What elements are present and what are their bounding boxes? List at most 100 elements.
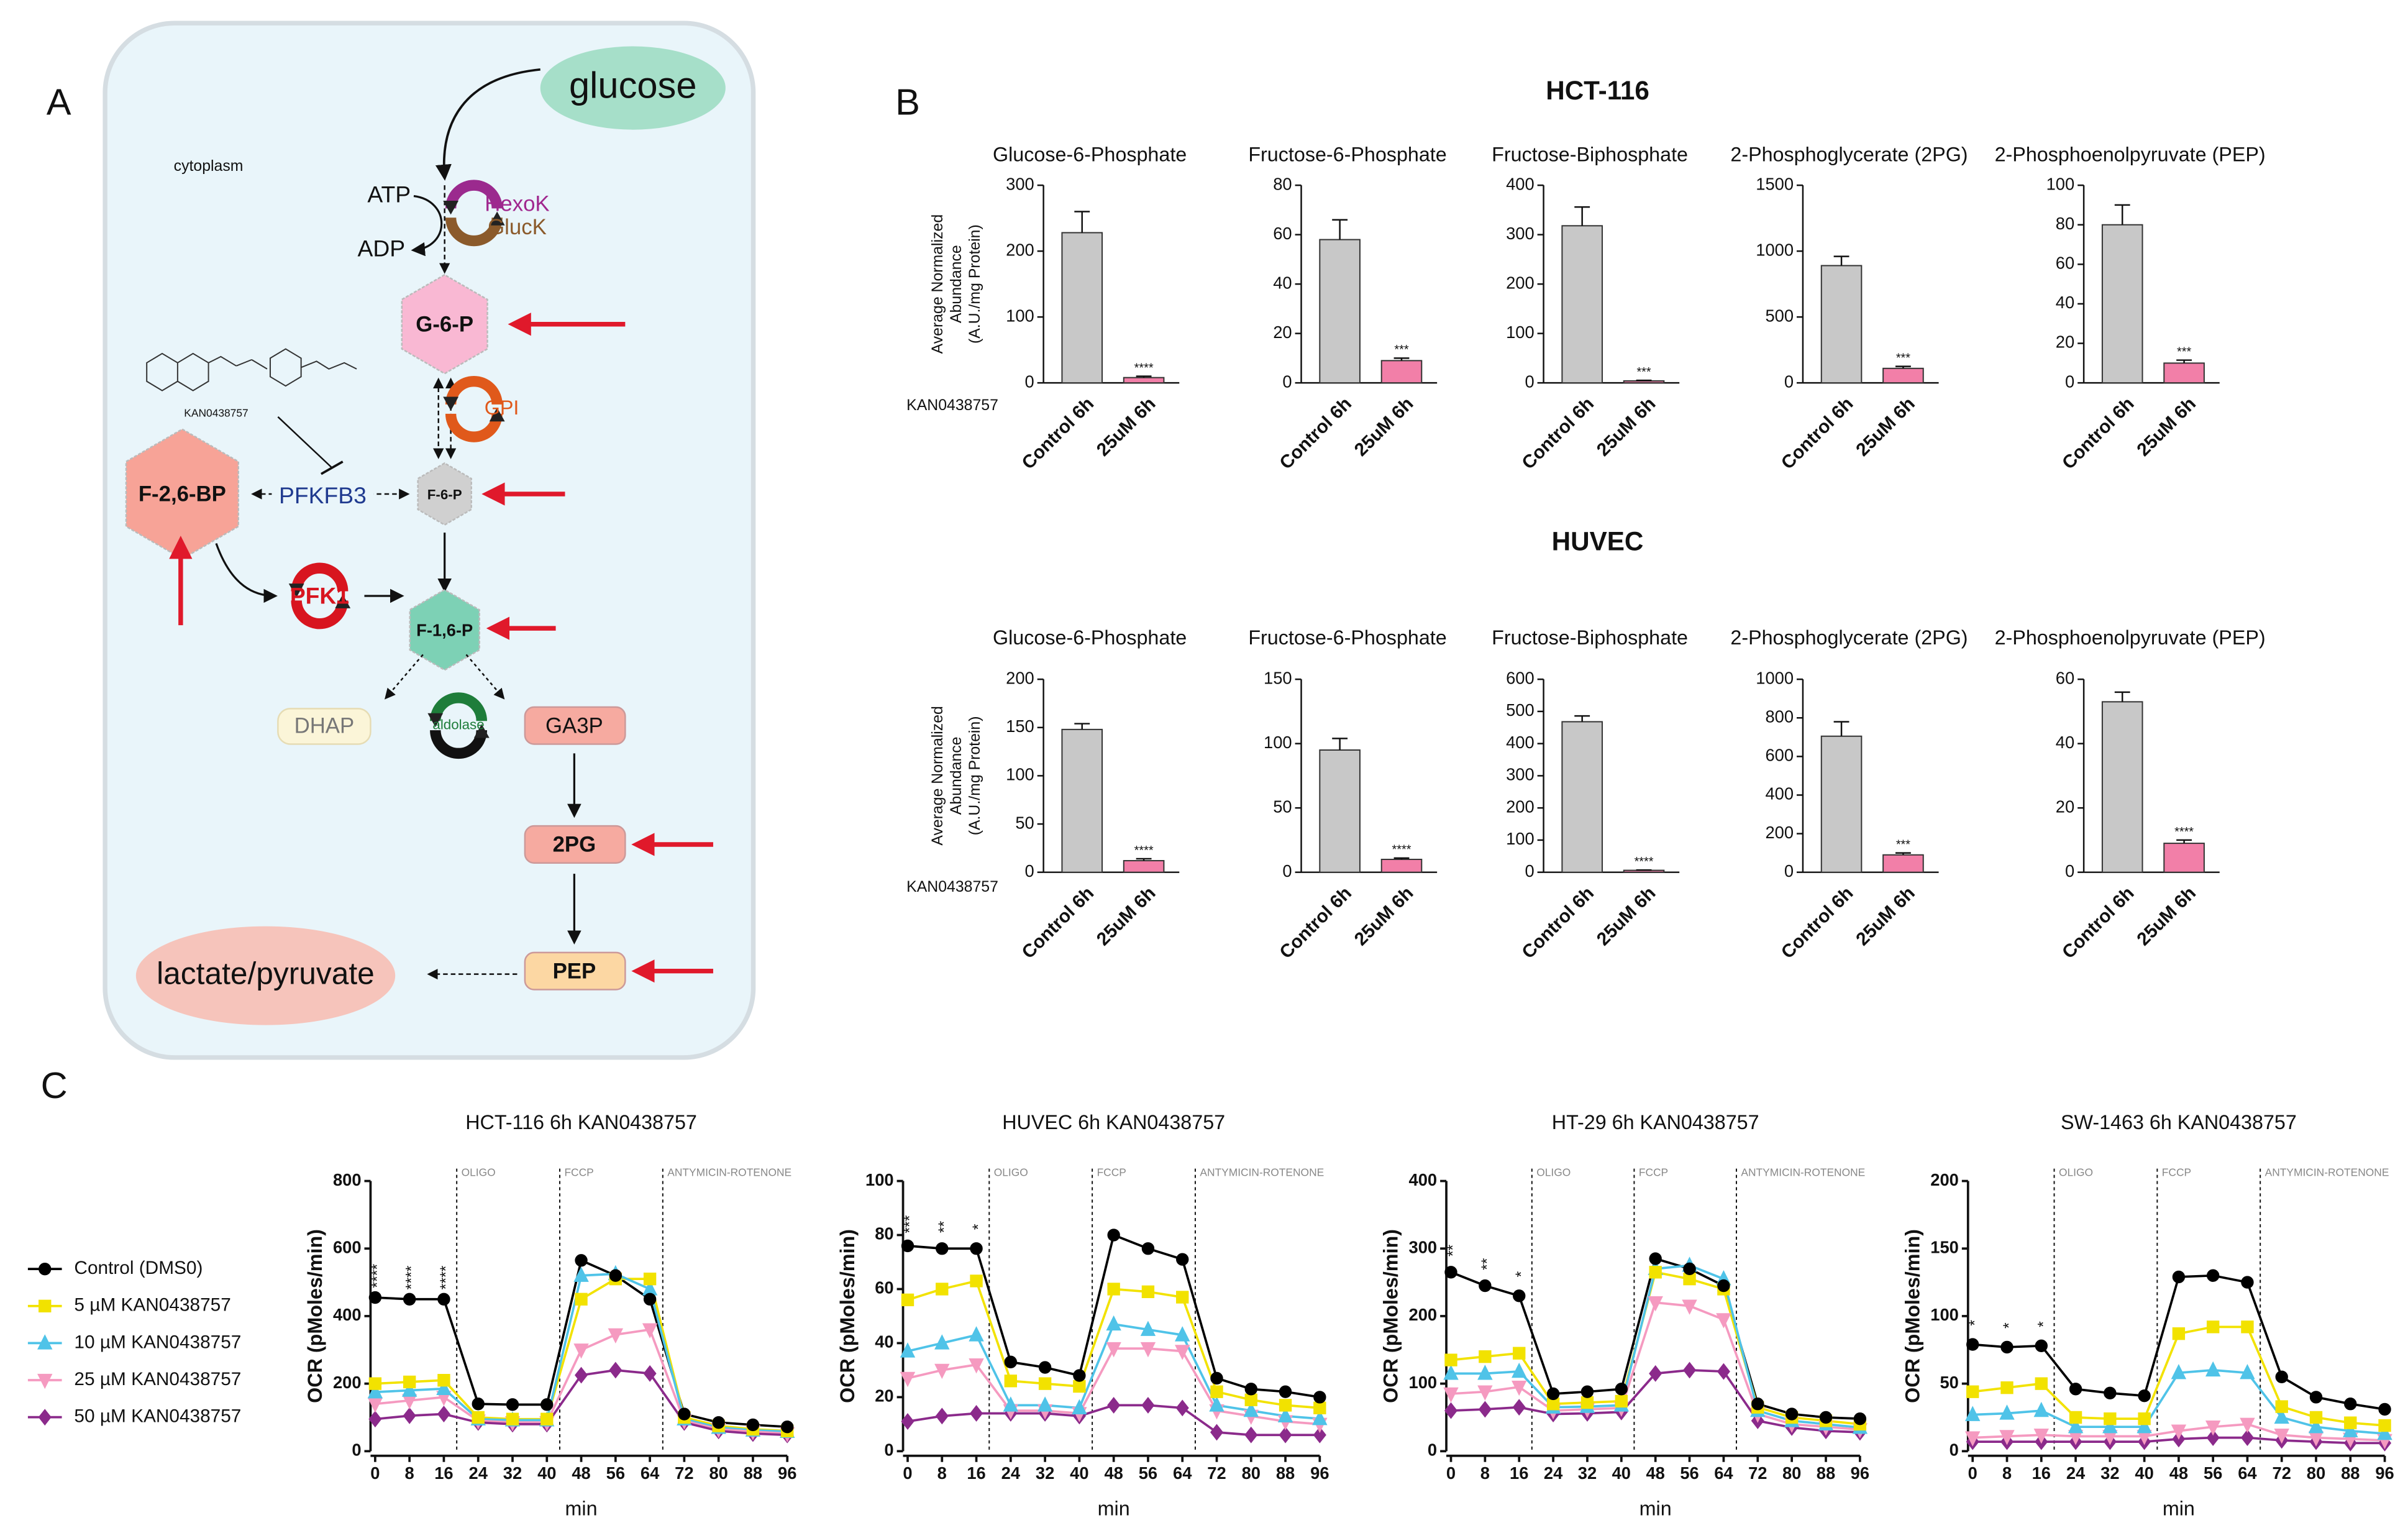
y-tick-label: 0 bbox=[2065, 861, 2074, 881]
marker bbox=[1210, 1385, 1223, 1398]
significance: ** bbox=[936, 1220, 953, 1233]
y-tick-label: 300 bbox=[1409, 1237, 1438, 1256]
y-tick-label: 0 bbox=[1428, 1440, 1437, 1460]
x-tick-label: 0 bbox=[1446, 1463, 1456, 1483]
x-tick-label: 88 bbox=[2341, 1463, 2360, 1483]
marker bbox=[1141, 1242, 1155, 1255]
pep-node bbox=[524, 951, 626, 991]
pfk1-label: PFK1 bbox=[290, 582, 349, 608]
panel-label: B bbox=[895, 81, 920, 123]
chart-title: HUVEC 6h KAN0438757 bbox=[1002, 1111, 1225, 1133]
marker bbox=[900, 1342, 916, 1358]
marker bbox=[2035, 1339, 2048, 1352]
y-tick-label: 0 bbox=[352, 1440, 361, 1460]
y-tick-label: 0 bbox=[1784, 372, 1794, 391]
marker bbox=[643, 1272, 657, 1286]
chart-title: HCT-116 6h KAN0438757 bbox=[465, 1111, 697, 1133]
bar bbox=[1061, 728, 1103, 873]
bar bbox=[2163, 362, 2205, 384]
marker bbox=[1478, 1401, 1492, 1418]
y-tick-label: 0 bbox=[1784, 861, 1794, 881]
chart-title: Fructose-Biphosphate bbox=[1492, 143, 1688, 165]
marker bbox=[1477, 1385, 1493, 1401]
series-line bbox=[1972, 1369, 2385, 1435]
marker bbox=[900, 1371, 916, 1388]
x-tick-label: 80 bbox=[709, 1463, 727, 1483]
row-title: HCT-116 bbox=[1546, 76, 1649, 105]
y-tick-label: 0 bbox=[2065, 372, 2074, 391]
marker bbox=[2000, 1381, 2014, 1394]
y-tick-label: 500 bbox=[1765, 306, 1794, 325]
marker bbox=[1003, 1396, 1019, 1412]
marker bbox=[368, 1291, 382, 1304]
y-tick-label: 200 bbox=[1006, 668, 1034, 687]
marker bbox=[1244, 1383, 1257, 1396]
panel-label: C bbox=[41, 1064, 68, 1106]
marker bbox=[1073, 1369, 1086, 1382]
x-tick-label: 48 bbox=[1646, 1463, 1664, 1483]
marker bbox=[2344, 1416, 2357, 1429]
x-tick-label: 25uM 6h bbox=[1593, 393, 1660, 460]
y-axis-label: OCR (pMoles/min) bbox=[304, 1229, 326, 1403]
x-tick-label: Control 6h bbox=[1518, 883, 1598, 963]
y-tick-label: 0 bbox=[1025, 372, 1034, 391]
marker bbox=[1175, 1399, 1189, 1417]
bar bbox=[1561, 225, 1603, 384]
marker bbox=[1965, 1431, 1981, 1447]
significance: * bbox=[970, 1224, 987, 1230]
event-label: ANTYMICIN-ROTENONE bbox=[1741, 1166, 1865, 1179]
enzyme-icon bbox=[427, 713, 490, 738]
x-tick-label: 25uM 6h bbox=[1852, 393, 1919, 460]
marker bbox=[1580, 1385, 1594, 1398]
atp-label: ATP bbox=[367, 181, 411, 207]
x-tick-label: 0 bbox=[903, 1463, 912, 1483]
lactate-node bbox=[135, 926, 396, 1025]
marker bbox=[970, 1242, 983, 1255]
marker bbox=[1176, 1291, 1189, 1304]
marker bbox=[901, 1293, 914, 1307]
x-tick-label: Control 6h bbox=[1777, 883, 1858, 963]
adp-label: ADP bbox=[358, 235, 406, 261]
legend-label: 50 µM KAN0438757 bbox=[74, 1406, 241, 1427]
pep-label: PEP bbox=[553, 959, 596, 983]
x-tick-label: 25uM 6h bbox=[1852, 883, 1919, 950]
marker bbox=[1175, 1326, 1190, 1342]
x-tick-label: 40 bbox=[1070, 1463, 1088, 1483]
event-label: FCCP bbox=[1639, 1166, 1668, 1179]
chemical-structure bbox=[146, 348, 357, 391]
x-tick-label: 56 bbox=[1139, 1463, 1157, 1483]
x-tick-label: 32 bbox=[1036, 1463, 1054, 1483]
marker bbox=[1073, 1380, 1086, 1393]
significance: *** bbox=[1896, 838, 1910, 851]
x-tick-label: 80 bbox=[2307, 1463, 2325, 1483]
x-tick-label: 8 bbox=[1480, 1463, 1490, 1483]
marker bbox=[1479, 1350, 1492, 1363]
x-tick-label: 25uM 6h bbox=[2133, 393, 2200, 460]
marker bbox=[2275, 1400, 2288, 1413]
marker bbox=[2069, 1383, 2082, 1396]
y-axis-label: OCR (pMoles/min) bbox=[1380, 1229, 1402, 1403]
marker bbox=[2033, 1429, 2049, 1444]
y-tick-label: 200 bbox=[333, 1373, 362, 1392]
x-tick-label: 32 bbox=[1578, 1463, 1597, 1483]
marker bbox=[2172, 1327, 2186, 1340]
marker bbox=[2241, 1276, 2254, 1289]
marker bbox=[1443, 1387, 1459, 1403]
x-tick-label: Control 6h bbox=[2058, 393, 2138, 474]
marker bbox=[1649, 1252, 1662, 1265]
pg2-label: 2PG bbox=[553, 833, 596, 857]
y-tick-label: 80 bbox=[1273, 174, 1292, 193]
marker bbox=[38, 1409, 52, 1426]
marker bbox=[746, 1418, 760, 1432]
marker bbox=[1512, 1399, 1526, 1416]
marker bbox=[1966, 1338, 1979, 1351]
x-tick-label: 0 bbox=[1968, 1463, 1977, 1483]
x-tick-label: 16 bbox=[1510, 1463, 1528, 1483]
y-tick-label: 500 bbox=[1506, 700, 1535, 720]
bar bbox=[1820, 735, 1863, 873]
chart-title: Fructose-6-Phosphate bbox=[1248, 143, 1446, 165]
y-axis-label: OCR (pMoles/min) bbox=[1901, 1229, 1923, 1403]
significance: *** bbox=[2177, 345, 2191, 359]
dhap-node bbox=[277, 708, 372, 745]
enzyme-icon bbox=[445, 375, 503, 405]
